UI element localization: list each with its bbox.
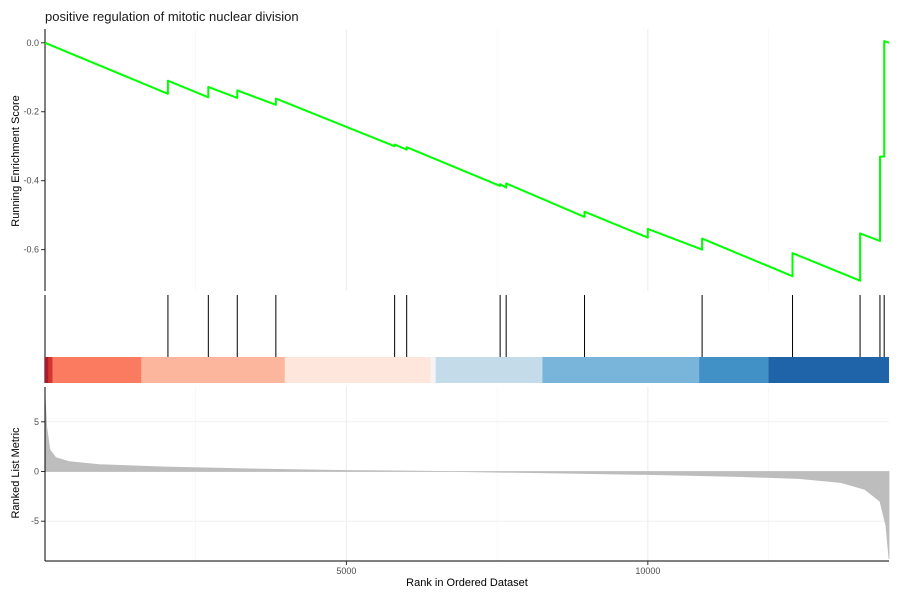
rank-heatmap-band	[284, 357, 431, 383]
ranked-metric-panel: 5 0 -5	[31, 387, 890, 561]
es-y-axis-title: Running Enrichment Score	[10, 95, 22, 226]
ranked-metric-area	[44, 393, 890, 560]
rank-heatmap-band	[141, 357, 285, 383]
enrichment-score-line	[44, 40, 890, 282]
rank-heatmap-band	[430, 357, 436, 383]
rank-heatmap-band	[699, 357, 769, 383]
rank-heatmap-band	[45, 357, 49, 383]
x-tick-label: 10000	[635, 566, 660, 576]
es-y-tick-label: -0.2	[23, 107, 39, 117]
x-axis-title: Rank in Ordered Dataset	[406, 577, 528, 589]
metric-y-tick-label: 0	[34, 467, 39, 477]
chart-title: positive regulation of mitotic nuclear d…	[45, 9, 299, 24]
rank-heatmap-band	[52, 357, 142, 383]
rank-heatmap-band	[768, 357, 889, 383]
x-axis: 5000 10000	[45, 560, 889, 576]
metric-y-tick-label: -5	[31, 516, 39, 526]
rank-heatmap-band	[542, 357, 700, 383]
es-y-tick-label: 0.0	[26, 38, 39, 48]
metric-y-tick-label: 5	[34, 417, 39, 427]
rank-heatmap-band	[435, 357, 543, 383]
es-y-tick-label: -0.6	[23, 245, 39, 255]
enrichment-score-panel: 0.0 -0.2 -0.4 -0.6	[23, 29, 890, 291]
es-y-tick-label: -0.4	[23, 176, 39, 186]
rank-heatmap-bar	[45, 357, 889, 383]
rank-heatmap-band	[48, 357, 53, 383]
x-tick-label: 5000	[336, 566, 356, 576]
metric-y-axis-title: Ranked List Metric	[10, 427, 22, 519]
